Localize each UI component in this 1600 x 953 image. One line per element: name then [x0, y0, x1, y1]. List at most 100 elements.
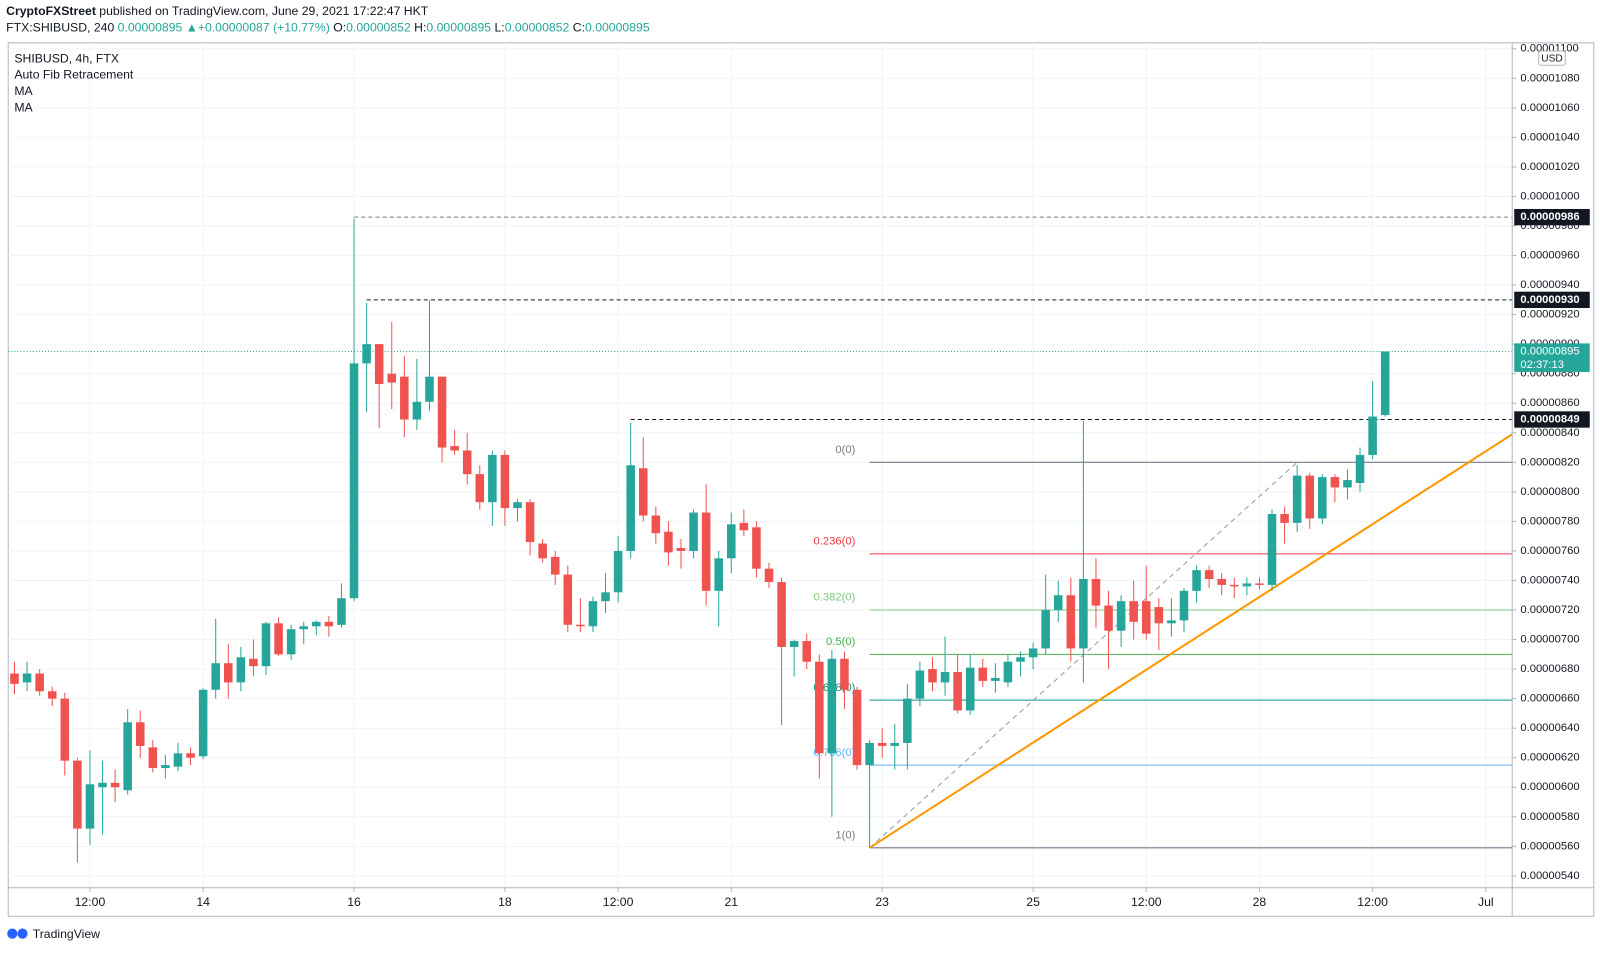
y-tick-label: 0.00000940 — [1520, 279, 1579, 291]
candle-body — [349, 363, 359, 599]
candle-body — [1053, 595, 1063, 611]
candles — [10, 218, 1390, 863]
candle-body — [576, 624, 585, 627]
brand-logo — [7, 928, 18, 939]
candle-body — [588, 601, 598, 627]
candle-body — [1104, 605, 1113, 631]
candle-body — [1318, 477, 1327, 519]
candle-body — [525, 502, 535, 543]
currency[interactable]: USD — [1541, 53, 1563, 64]
candle-body — [1167, 620, 1176, 624]
candle-body — [865, 742, 874, 766]
y-tick-label: 0.00000600 — [1520, 781, 1579, 793]
candle-body — [877, 742, 887, 746]
y-tick-label: 0.00000860 — [1520, 397, 1579, 409]
ohlc-key: L: — [494, 21, 504, 35]
overlays: 0(0)0.236(0)0.382(0)0.5(0)0.618(0)0.786(… — [8, 216, 1513, 849]
candle-body — [1192, 570, 1201, 591]
candle-body — [727, 524, 736, 559]
candle-body — [462, 450, 472, 475]
candle-body — [110, 782, 120, 788]
candle-body — [412, 401, 422, 420]
candle-body — [978, 667, 988, 681]
y-tick-label: 0.00000840 — [1520, 427, 1579, 439]
candle-body — [852, 689, 862, 766]
candle-body — [1016, 657, 1025, 662]
candle-body — [991, 677, 1000, 681]
candle-body — [777, 581, 786, 647]
price-label-box — [1514, 411, 1590, 428]
y-tick-label: 0.00000820 — [1520, 456, 1579, 468]
price-label: 0.00000986 — [1520, 211, 1579, 223]
candle-body — [1179, 590, 1189, 621]
candle-body — [513, 502, 522, 509]
y-tick-label: 0.00001060 — [1520, 102, 1579, 114]
y-tick-label: 0.00000640 — [1520, 722, 1579, 734]
x-tick-label: 25 — [1026, 895, 1040, 909]
candle-body — [789, 641, 799, 647]
candle-body — [10, 673, 19, 684]
fib-label: 0(0) — [835, 444, 855, 456]
candle-body — [764, 568, 774, 582]
candle-body — [60, 698, 70, 761]
x-tick-label: 12:00 — [75, 895, 106, 909]
grid — [8, 42, 1513, 888]
price-label-box — [1514, 208, 1590, 226]
candle-body — [638, 468, 648, 516]
candle-body — [903, 698, 912, 743]
last: 0.00000895 — [118, 21, 183, 35]
y-tick-label: 0.00001020 — [1520, 161, 1579, 173]
candle-body — [689, 512, 698, 551]
candle-body — [500, 454, 510, 509]
candle-body — [1116, 601, 1126, 631]
y-tick-label: 0.00000740 — [1520, 574, 1579, 586]
candle-body — [488, 454, 497, 503]
candle-body — [1267, 514, 1277, 585]
candle-body — [1028, 648, 1038, 658]
candle-body — [752, 527, 761, 569]
candle-body — [1305, 475, 1315, 519]
candle-body — [22, 673, 32, 683]
candle-body — [563, 574, 573, 625]
y-tick-label: 0.00000920 — [1520, 309, 1579, 321]
candle-body — [890, 742, 900, 746]
candle-body — [1204, 570, 1214, 580]
y-tick-label: 0.00000660 — [1520, 693, 1579, 705]
arrow: ▲ — [186, 21, 198, 35]
x-tick-label: 12:00 — [1131, 895, 1162, 909]
candle-body — [815, 661, 824, 754]
y-tick-label: 0.00001000 — [1520, 190, 1579, 202]
candle-body — [261, 623, 271, 667]
currency-box[interactable] — [1538, 50, 1566, 66]
price-label: 0.00000930 — [1520, 294, 1579, 306]
candle-body — [538, 543, 547, 559]
y-tick-label: 0.00000540 — [1520, 870, 1579, 882]
candle-body — [186, 753, 195, 758]
y-tick-label: 0.00000720 — [1520, 604, 1579, 616]
fib-label: 0.382(0) — [814, 592, 856, 604]
candle-body — [85, 784, 95, 829]
candle-body — [475, 474, 485, 503]
trend-line — [869, 433, 1513, 849]
candle-body — [299, 626, 309, 630]
y-tick-label: 0.00001040 — [1520, 131, 1579, 143]
candle-body — [148, 747, 158, 769]
brand[interactable]: TradingView — [7, 927, 100, 941]
candle-body — [928, 669, 937, 683]
candle-body — [626, 465, 635, 551]
fib-label: 1(0) — [835, 830, 855, 842]
candle-body — [362, 344, 371, 364]
ohlc-key: C: — [573, 21, 585, 35]
y-tick-label: 0.00000560 — [1520, 840, 1579, 852]
legend-indicator: Auto Fib Retracement — [14, 68, 134, 82]
candle-body — [198, 689, 208, 757]
candle-body — [701, 512, 711, 591]
price-label: 0.00000849 — [1520, 413, 1579, 425]
x-tick-label: 23 — [875, 895, 889, 909]
fib-label: 0.236(0) — [814, 536, 856, 548]
symbol: FTX:SHIBUSD, 240 — [6, 21, 114, 35]
candle-body — [437, 376, 447, 448]
candle-body — [47, 691, 57, 699]
candle-body — [249, 658, 258, 667]
